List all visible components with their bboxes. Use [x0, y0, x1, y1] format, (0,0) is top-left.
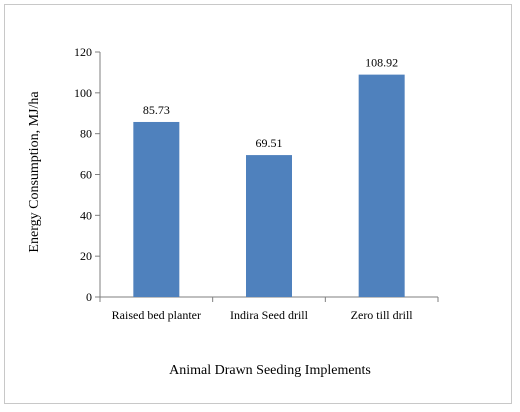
y-tick-label: 120 — [74, 45, 92, 59]
y-tick-label: 20 — [80, 249, 92, 263]
data-label: 69.51 — [256, 136, 283, 150]
bar — [246, 155, 292, 297]
y-axis: 0 20 40 60 80 100 120 — [74, 45, 101, 304]
y-tick-label: 0 — [86, 290, 92, 304]
bar — [133, 121, 180, 297]
y-tick-label: 100 — [74, 86, 92, 100]
x-tick-label: Raised bed planter — [112, 308, 201, 322]
y-tick-label: 80 — [80, 127, 92, 141]
data-label: 85.73 — [143, 103, 170, 117]
bars — [133, 74, 405, 297]
y-tick-label: 40 — [80, 208, 92, 222]
data-label: 108.92 — [365, 56, 398, 70]
bar — [358, 74, 405, 297]
x-tick-label: Zero till drill — [351, 308, 414, 322]
data-labels: 85.73 69.51 108.92 — [143, 56, 398, 150]
x-axis: Raised bed planter Indira Seed drill Zero … — [99, 296, 439, 322]
y-tick-label: 60 — [80, 168, 92, 182]
x-axis-title: Animal Drawn Seeding Implements — [169, 363, 371, 378]
x-tick-label: Indira Seed drill — [230, 308, 309, 322]
y-axis-title: Energy Consumption, MJ/ha — [27, 91, 42, 253]
